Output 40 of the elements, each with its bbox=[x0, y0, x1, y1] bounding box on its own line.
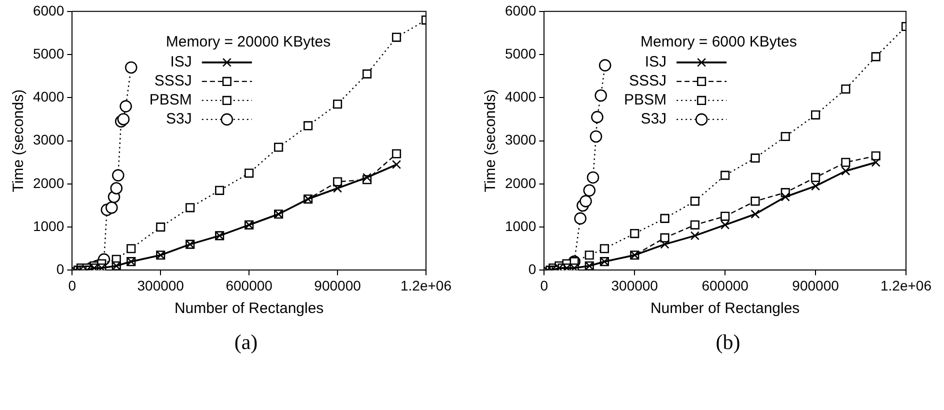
x-tick-label: 0 bbox=[68, 277, 76, 294]
legend-title: Memory = 20000 KBytes bbox=[166, 34, 331, 51]
legend-label: PBSM bbox=[149, 92, 192, 109]
x-tick-label: 0 bbox=[540, 277, 548, 294]
x-tick-label: 600000 bbox=[702, 277, 749, 294]
y-tick-label: 0 bbox=[56, 261, 64, 278]
x-axis-title: Number of Rectangles bbox=[650, 300, 800, 318]
y-tick-label: 2000 bbox=[32, 174, 64, 191]
y-tick-label: 4000 bbox=[32, 88, 64, 105]
y-axis-title: Time (seconds) bbox=[10, 89, 28, 192]
x-tick-label: 300000 bbox=[137, 277, 184, 294]
legend-label: S3J bbox=[166, 110, 192, 128]
x-tick-label: 1.2e+06 bbox=[400, 277, 452, 294]
x-tick-label: 300000 bbox=[611, 277, 658, 294]
y-tick-label: 3000 bbox=[504, 132, 536, 148]
y-tick-label: 5000 bbox=[32, 45, 64, 62]
legend-label: S3J bbox=[640, 110, 667, 128]
x-axis-title: Number of Rectangles bbox=[174, 300, 324, 318]
legend-label: PBSM bbox=[624, 92, 667, 109]
legend-title: Memory = 6000 KBytes bbox=[640, 34, 797, 51]
x-tick-label: 600000 bbox=[226, 277, 273, 294]
y-tick-label: 1000 bbox=[32, 218, 64, 234]
y-tick-label: 2000 bbox=[504, 174, 536, 191]
y-tick-label: 6000 bbox=[32, 2, 64, 18]
legend-label: ISJ bbox=[644, 54, 667, 71]
y-tick-label: 1000 bbox=[504, 218, 536, 234]
y-axis-title: Time (seconds) bbox=[482, 89, 500, 192]
text: (a) bbox=[233, 330, 259, 355]
x-tick-label: 1.2e+06 bbox=[880, 277, 932, 294]
y-tick-label: 6000 bbox=[504, 2, 536, 18]
legend-label: SSSJ bbox=[629, 72, 667, 90]
y-tick-label: 3000 bbox=[32, 132, 64, 148]
x-tick-label: 900000 bbox=[792, 277, 840, 294]
y-tick-label: 5000 bbox=[504, 45, 536, 62]
x-tick-label: 900000 bbox=[314, 277, 362, 294]
y-tick-label: 0 bbox=[528, 261, 536, 278]
y-tick-label: 4000 bbox=[504, 88, 536, 105]
legend-label: ISJ bbox=[170, 54, 192, 71]
text: (b) bbox=[714, 330, 742, 355]
legend-label: SSSJ bbox=[154, 72, 192, 90]
